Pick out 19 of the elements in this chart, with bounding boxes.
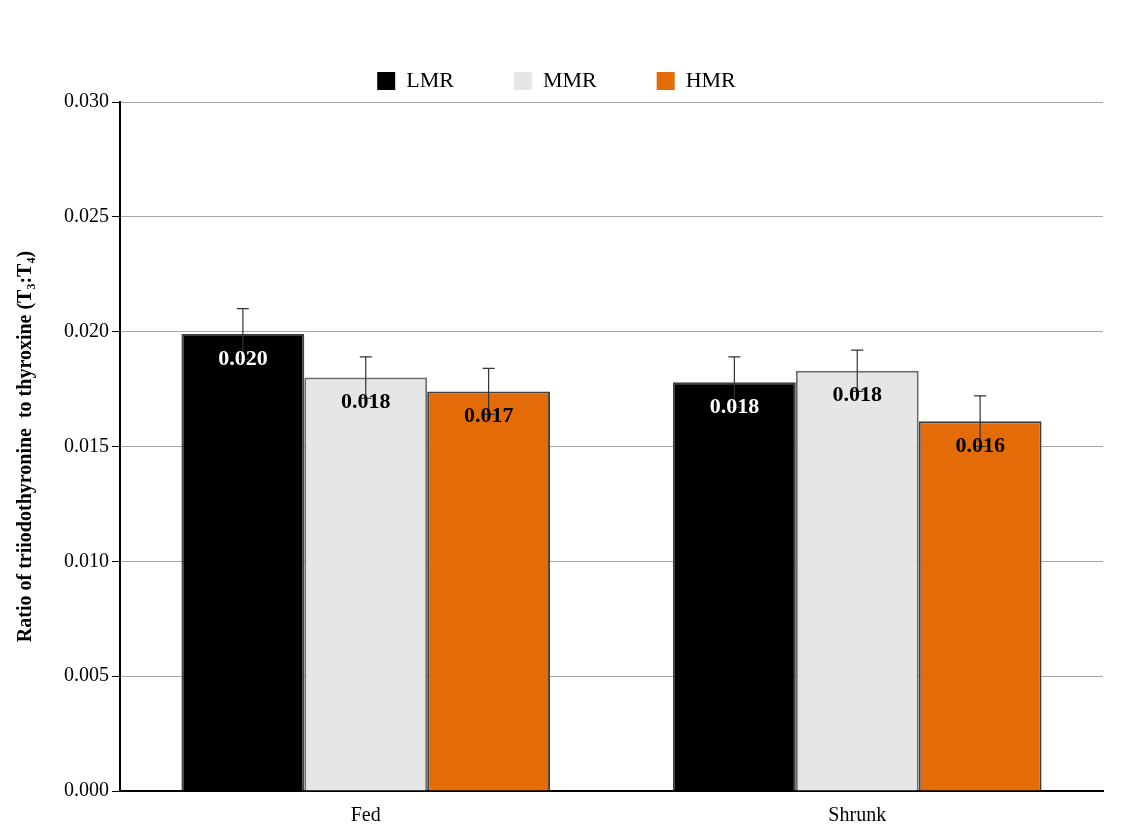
legend-label: HMR: [685, 66, 737, 92]
y-tick-label: 0.030: [64, 89, 109, 112]
x-tick-label: Shrunk: [828, 803, 887, 826]
y-tick-label: 0.010: [64, 548, 109, 571]
y-tick-label: 0.020: [64, 318, 109, 341]
legend-label: LMR: [406, 66, 455, 92]
y-tick-label: 0.025: [64, 204, 109, 227]
x-tick-label: Fed: [350, 803, 381, 826]
y-axis-title: Ratio of triiodothyronine to thyroxine (T₃:T₄): [13, 250, 37, 643]
data-label: 0.018: [709, 392, 760, 418]
data-label: 0.020: [218, 344, 268, 370]
y-tick-label: 0.000: [64, 778, 109, 801]
data-label: 0.018: [341, 388, 391, 414]
y-tick-label: 0.015: [64, 433, 109, 456]
data-label: 0.016: [955, 431, 1005, 457]
y-tick-label: 0.005: [64, 663, 109, 686]
data-label: 0.017: [463, 402, 514, 428]
data-label: 0.018: [832, 381, 882, 407]
legend-label: MMR: [542, 66, 597, 92]
